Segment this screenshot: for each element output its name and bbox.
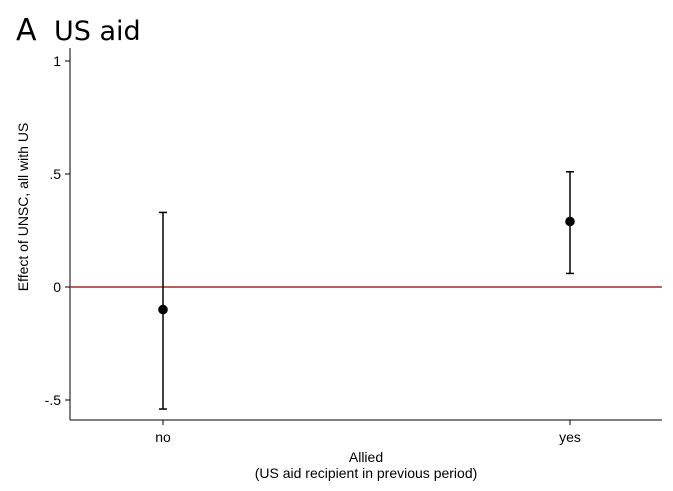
point-group-yes [565, 170, 575, 275]
y-axis-label: Effect of UNSC, all with US [15, 123, 31, 292]
x-tick-label-no: no [155, 429, 171, 445]
point-estimate-no [158, 304, 168, 315]
y-axis-ticks: 1 .5 0 -.5 [45, 53, 70, 408]
x-axis-label: Allied [349, 449, 383, 465]
data-points [158, 170, 575, 410]
point-estimate-yes [565, 216, 575, 227]
y-tick-label: .5 [49, 166, 61, 182]
point-group-no [158, 211, 168, 410]
panel-title: US aid [54, 16, 141, 47]
y-tick-label: 0 [53, 279, 61, 295]
y-tick-label: 1 [53, 53, 61, 69]
x-axis-ticks: no yes [155, 420, 581, 445]
panel-letter: A [16, 13, 37, 48]
y-tick-label: -.5 [45, 392, 62, 408]
x-axis-sublabel: (US aid recipient in previous period) [255, 465, 478, 481]
x-tick-label-yes: yes [559, 429, 581, 445]
